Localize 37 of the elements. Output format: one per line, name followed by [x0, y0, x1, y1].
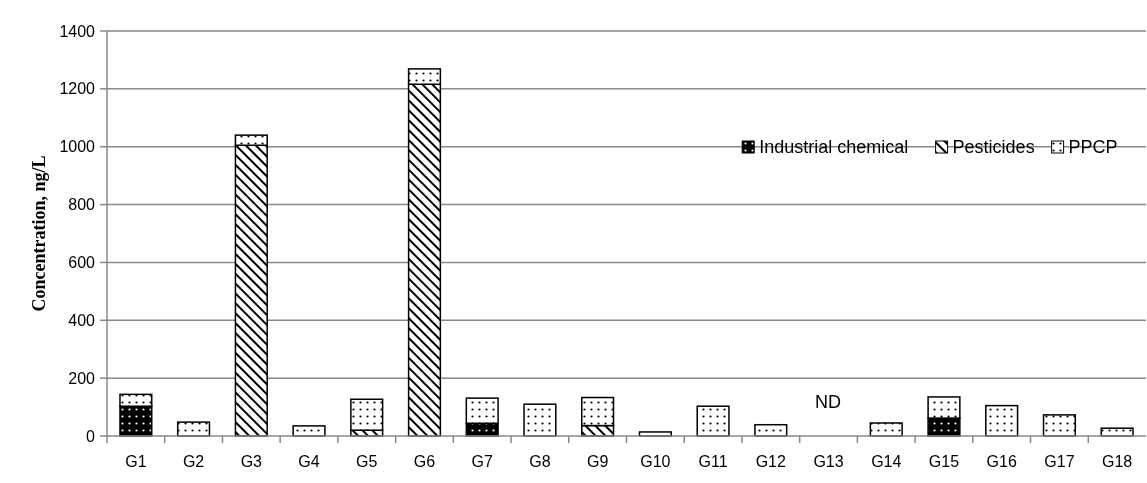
bar — [1042, 414, 1077, 437]
y-tick-label: 400 — [68, 311, 96, 329]
x-tick-label: G6 — [413, 453, 436, 470]
legend-label: Industrial chemical — [759, 137, 909, 158]
y-tick-label: 1200 — [59, 80, 96, 98]
bar — [985, 404, 1019, 437]
x-tick-label: G1 — [125, 453, 147, 470]
x-tick-label: G9 — [586, 453, 609, 470]
x-tick-label: G15 — [928, 453, 960, 470]
x-tick-label: G5 — [356, 453, 378, 470]
legend-label: PPCP — [1068, 137, 1118, 158]
y-tick-label: 800 — [68, 196, 96, 214]
bar — [350, 398, 384, 431]
x-tick-label: G11 — [698, 453, 728, 470]
x-tick-label: G14 — [871, 453, 902, 470]
annotation: ND — [815, 392, 842, 413]
x-tick-label: G16 — [986, 453, 1017, 470]
x-tick-label: G18 — [1102, 453, 1133, 470]
y-tick-label: 600 — [68, 254, 96, 272]
bar — [523, 403, 557, 437]
x-tick-label: G3 — [240, 453, 263, 470]
x-tick-label: G17 — [1044, 453, 1075, 470]
x-tick-label: G13 — [813, 453, 844, 470]
x-tick-label: G8 — [529, 453, 551, 470]
bar — [176, 421, 211, 437]
x-tick-label: G10 — [640, 453, 671, 470]
x-tick-label: G2 — [182, 453, 205, 470]
y-tick-label: 1400 — [59, 22, 96, 40]
legend-label: Pesticides — [952, 137, 1035, 158]
y-tick-label: 0 — [86, 427, 96, 445]
x-tick-label: G7 — [471, 453, 493, 470]
x-tick-label: G4 — [298, 453, 320, 470]
x-tick-label: G12 — [755, 453, 787, 470]
y-tick-label: 1000 — [59, 138, 96, 156]
y-axis-title: Concentration, ng/L — [29, 155, 49, 312]
y-tick-label: 200 — [68, 369, 96, 387]
bar — [696, 405, 730, 437]
